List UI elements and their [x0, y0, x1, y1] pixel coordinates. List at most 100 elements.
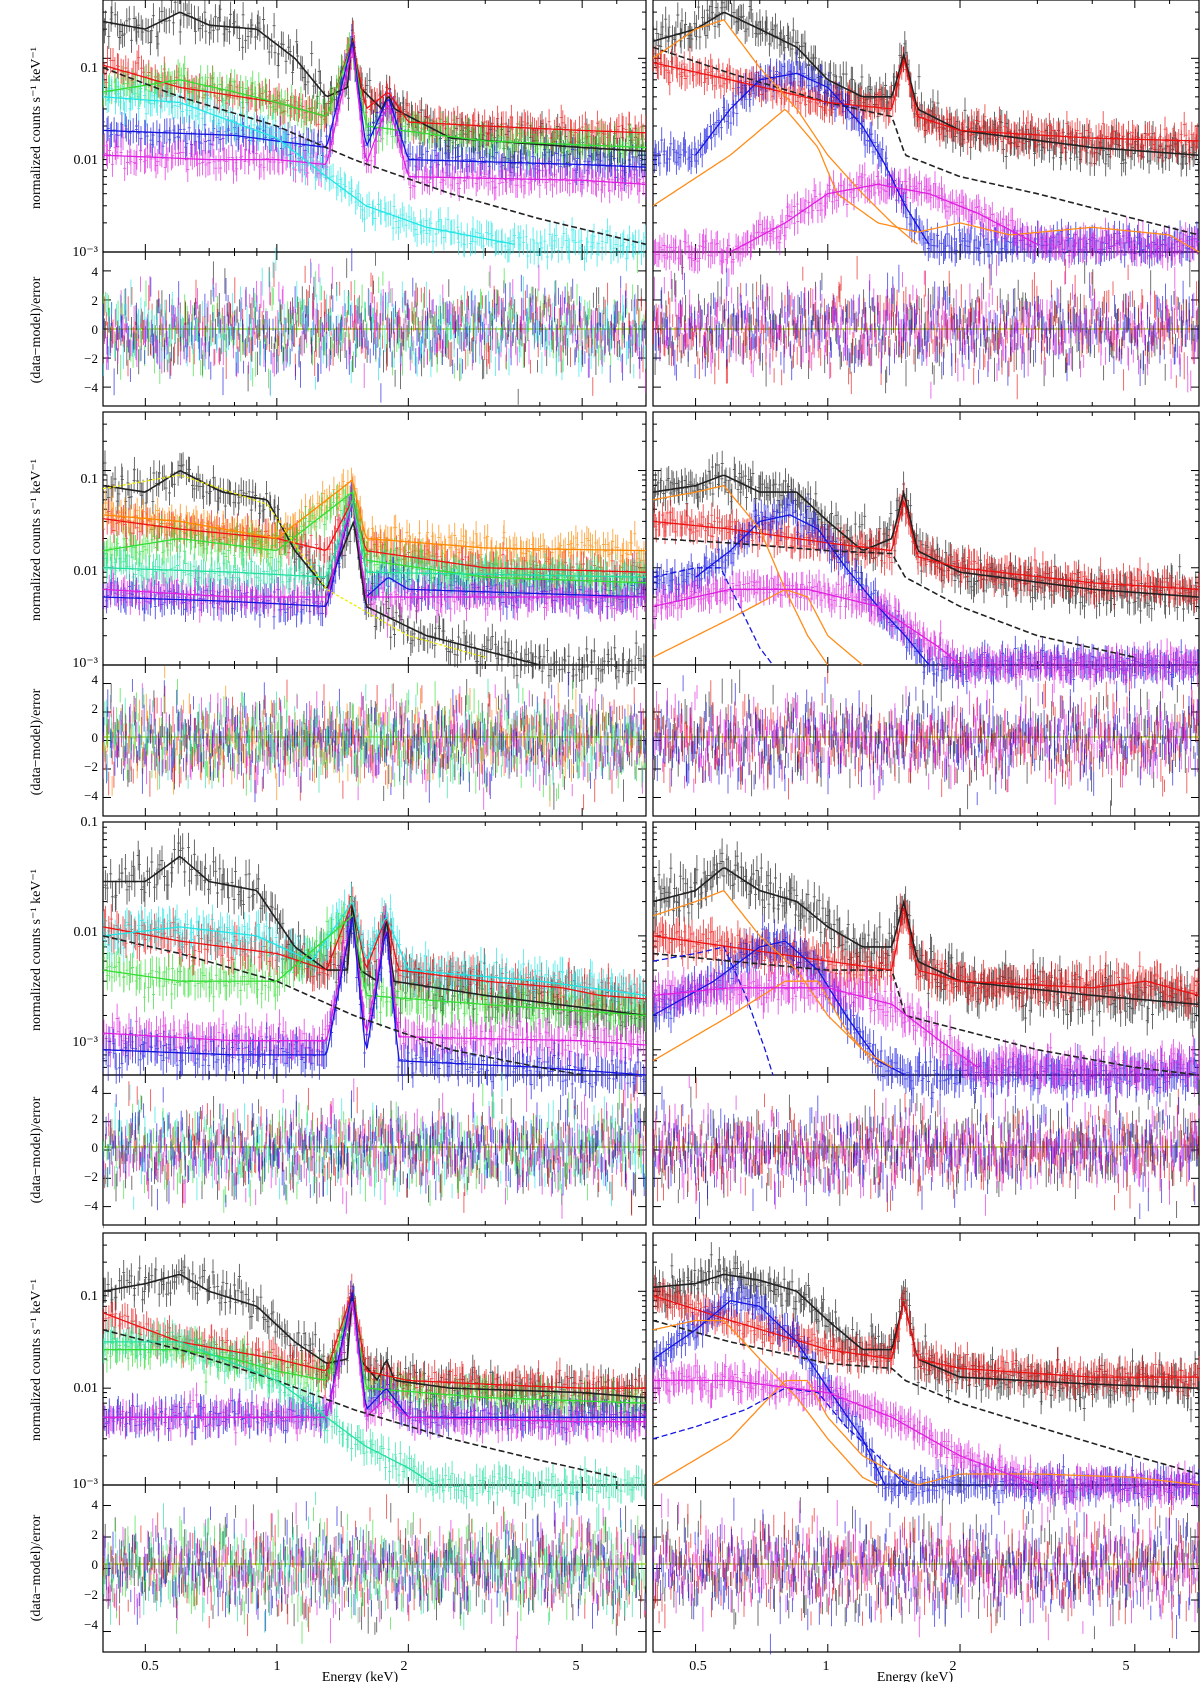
row2-left-models — [103, 469, 646, 666]
ylabel-spectrum-row2: normalized counts s⁻¹ keV⁻¹ — [29, 459, 44, 621]
model-curve — [653, 500, 1200, 590]
model-curve — [653, 46, 1200, 236]
model-curve — [103, 1341, 436, 1486]
model-curve — [653, 474, 1200, 598]
residual-error-bars — [653, 1497, 1199, 1655]
row3-left-residual-points — [103, 1070, 646, 1229]
row2-right-models — [653, 474, 1200, 666]
model-curve — [103, 1289, 646, 1389]
model-curve — [103, 497, 646, 578]
model-curve — [103, 916, 646, 1046]
row4-left-models — [103, 1273, 646, 1486]
x-tick-label: 2 — [950, 1659, 957, 1674]
model-curve — [653, 1319, 1200, 1475]
x-tick-label: 5 — [1123, 1659, 1130, 1674]
residual-tick-label: 0 — [92, 1557, 99, 1572]
residual-tick-label: 2 — [92, 701, 99, 716]
y-tick-label: 0.01 — [74, 1381, 99, 1396]
residual-tick-label: −4 — [84, 1617, 98, 1632]
model-curve — [103, 1301, 646, 1423]
axis-tick-group — [102, 1232, 647, 1652]
x-tick-label: 1 — [823, 1659, 830, 1674]
model-curve — [695, 72, 930, 245]
residual-tick-label: 4 — [92, 1497, 99, 1512]
y-tick-label: 0.01 — [74, 564, 99, 579]
model-curve — [653, 1379, 1200, 1486]
model-curve — [103, 96, 515, 245]
residual-tick-label: −4 — [84, 788, 98, 803]
model-curve — [103, 1273, 646, 1399]
model-curve — [103, 916, 646, 1076]
residual-error-bars — [654, 1086, 1199, 1219]
model-curve — [103, 478, 646, 552]
xlabel-left: Energy (keV) — [322, 1670, 399, 1682]
residual-error-bars — [103, 1491, 646, 1633]
model-curve — [653, 11, 1200, 156]
row4-left-data-points — [103, 1254, 646, 1511]
residual-error-bars — [103, 1087, 645, 1211]
residual-tick-label: 4 — [92, 264, 99, 279]
model-curve — [653, 484, 829, 666]
residual-tick-label: −2 — [84, 759, 98, 774]
ylabel-residual-row4: (data−model)/error — [29, 1514, 44, 1621]
ylabel-spectrum-row1: normalized counts s⁻¹ keV⁻¹ — [29, 47, 44, 209]
model-curve — [653, 987, 979, 1068]
row2-right-data-points — [653, 450, 1200, 695]
residual-tick-label: −2 — [84, 351, 98, 366]
model-curve — [653, 108, 1200, 253]
row1-right-residual-points — [653, 249, 1199, 400]
model-curve — [103, 66, 646, 246]
row2-left-residual-points — [103, 666, 646, 810]
row1-left-data-points — [103, 0, 646, 272]
model-curve — [653, 59, 1200, 142]
residual-tick-labels: 4 2 0 −2 −4 4 2 0 −2 −4 4 2 0 −2 −4 4 2 … — [84, 264, 98, 1632]
residual-tick-label: 2 — [92, 293, 99, 308]
x-tick-label: 0.5 — [141, 1659, 159, 1674]
residual-tick-label: −4 — [84, 380, 98, 395]
residual-tick-label: 0 — [92, 322, 99, 337]
residual-tick-label: 2 — [92, 1527, 99, 1542]
y-tick-label: 10⁻³ — [72, 1035, 98, 1050]
y-tick-label: 10⁻³ — [72, 245, 98, 260]
model-curve — [103, 498, 646, 573]
residual-error-bars — [103, 1078, 646, 1219]
data-error-bars — [653, 961, 1200, 1098]
residual-error-bars — [104, 678, 646, 799]
y-tick-label: 0.1 — [81, 61, 99, 76]
row4-right-residual-points — [653, 1481, 1200, 1655]
y-tick-label: 0.01 — [74, 153, 99, 168]
model-curve — [653, 980, 879, 1068]
y-tick-label: 0.1 — [81, 472, 99, 487]
model-curve — [653, 1273, 1200, 1389]
model-curve — [653, 567, 774, 666]
model-curve — [653, 867, 1200, 1006]
row1-left-models — [103, 11, 646, 246]
row3-left-models — [103, 855, 646, 1076]
residual-error-bars — [653, 1481, 1198, 1641]
model-curve — [653, 907, 1200, 997]
model-curve — [653, 946, 774, 1076]
row1-right-models — [653, 11, 1200, 253]
model-curve — [730, 183, 1038, 253]
ylabel-spectrum-row4: normalized counts s⁻¹ keV⁻¹ — [29, 1279, 44, 1441]
residual-tick-label: 4 — [92, 672, 99, 687]
ylabel-residual-row2: (data−model)/error — [29, 688, 44, 795]
row4-right-spectrum-frame — [652, 1232, 1200, 1486]
y-tick-labels: 0.1 0.01 10⁻³ 0.1 0.01 10⁻³ 0.1 0.01 10⁻… — [72, 61, 98, 1492]
row1-left-residual-points — [103, 247, 646, 405]
model-curve — [653, 537, 1135, 659]
residual-error-bars — [103, 252, 645, 389]
ylabel-residual-row3: (data−model)/error — [29, 1096, 44, 1203]
model-curve — [103, 474, 486, 658]
residual-error-bars — [653, 671, 1198, 805]
model-curve — [653, 889, 893, 1068]
model-curve — [653, 952, 1200, 1076]
model-curve — [653, 1387, 906, 1486]
x-tick-label: 1 — [274, 1659, 281, 1674]
model-curve — [695, 514, 930, 666]
y-tick-label: 10⁻³ — [72, 656, 98, 671]
model-curve — [103, 39, 646, 134]
residual-tick-label: −2 — [84, 1169, 98, 1184]
residual-tick-label: −2 — [84, 1587, 98, 1602]
residual-error-bars — [653, 254, 1199, 399]
